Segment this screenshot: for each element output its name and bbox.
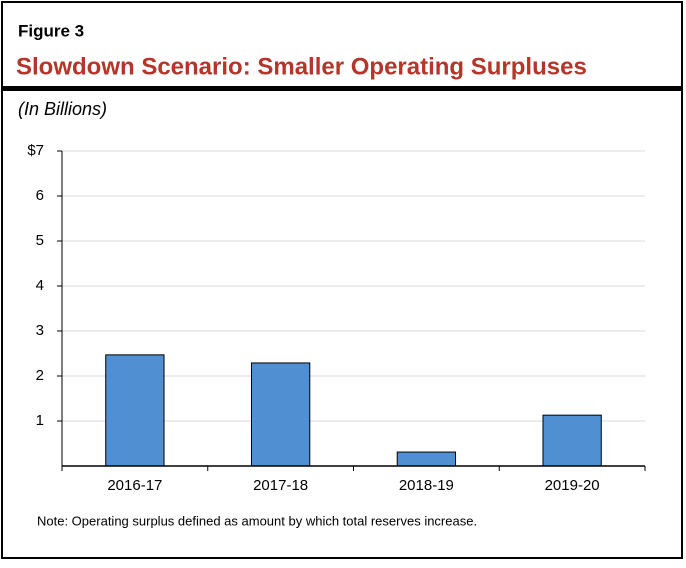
x-tick-label: 2018-19 bbox=[399, 477, 454, 494]
bar bbox=[396, 451, 457, 467]
y-tick-label: $7 bbox=[27, 142, 44, 159]
note: Note: Operating surplus defined as amoun… bbox=[37, 513, 477, 528]
chart-title: Slowdown Scenario: Smaller Operating Sur… bbox=[16, 53, 587, 80]
x-tick-label: 2017-18 bbox=[253, 477, 308, 494]
x-tick-label: 2016-17 bbox=[107, 477, 162, 494]
y-tick-label: 4 bbox=[36, 277, 44, 294]
bar bbox=[105, 354, 165, 467]
figure-label: Figure 3 bbox=[18, 21, 84, 40]
y-tick-label: 5 bbox=[36, 232, 44, 249]
subtitle: (In Billions) bbox=[18, 99, 107, 119]
y-tick-label: 3 bbox=[36, 322, 44, 339]
y-tick-label: 6 bbox=[36, 187, 44, 204]
bar bbox=[542, 414, 602, 467]
x-tick-label: 2019-20 bbox=[545, 477, 600, 494]
frame bbox=[1, 1, 683, 559]
y-tick-label: 2 bbox=[36, 367, 44, 384]
y-tick-label: 1 bbox=[36, 412, 44, 429]
title-rule bbox=[2, 86, 682, 91]
bar bbox=[250, 362, 311, 467]
